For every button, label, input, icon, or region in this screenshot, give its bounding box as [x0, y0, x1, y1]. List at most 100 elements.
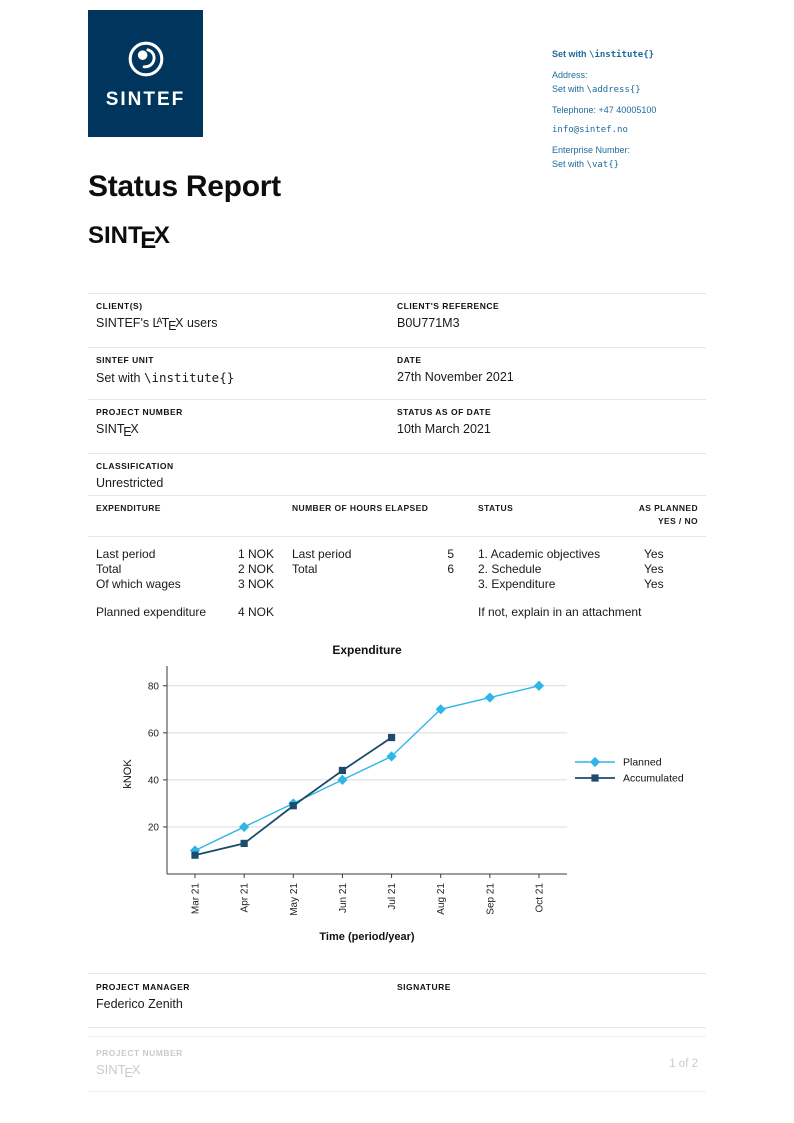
planned-line — [194, 685, 540, 852]
accumulated-marker — [191, 851, 199, 859]
planned-expenditure-row: Planned expenditure 4 NOK — [96, 605, 292, 620]
expenditure-row: Of which wages 3 NOK — [96, 577, 292, 592]
date-cell: DATE 27th November 2021 — [397, 355, 698, 385]
contact-enterprise-label: Enterprise Number: — [552, 144, 631, 155]
project-manager-cell: PROJECT MANAGER Federico Zenith — [96, 982, 397, 1011]
contact-institute-code: \institute{} — [589, 50, 655, 60]
expenditure-row-value: 3 NOK — [237, 576, 274, 591]
classification-cell: CLASSIFICATION Unrestricted — [96, 461, 397, 490]
status-date-cell: STATUS AS OF DATE 10th March 2021 — [397, 407, 698, 439]
contact-address-group: Address: Set with \address{} — [552, 69, 742, 98]
status-column: 1. Academic objectives 2. Schedule 3. Ex… — [478, 547, 641, 620]
client-value-lowered-e: E — [168, 318, 177, 333]
chart-title: Expenditure — [332, 643, 402, 657]
client-value-part: T — [161, 316, 170, 330]
project-name-lowered-e: E — [140, 227, 157, 255]
sintef-unit-cell: SINTEF UNIT Set with \institute{} — [96, 355, 397, 385]
client-value-part: X — [175, 316, 184, 330]
x-tick-label: Mar 21 — [191, 883, 202, 915]
y-tick-label: 20 — [148, 822, 160, 833]
client-reference-value: B0U771M3 — [397, 316, 460, 330]
contact-enterprise-group: Enterprise Number: Set with \vat{} — [552, 144, 742, 173]
project-name-part2: X — [153, 222, 170, 249]
planned-expenditure-label: Planned expenditure — [96, 604, 207, 619]
y-tick-label: 80 — [148, 681, 160, 692]
contact-telephone: Telephone: +47 40005100 — [552, 104, 657, 115]
contact-vat-code: \vat{} — [586, 159, 620, 170]
header-as-planned-line1: AS PLANNED — [638, 503, 698, 513]
planned-marker — [589, 756, 601, 768]
x-tick-label: May 21 — [289, 883, 300, 916]
project-info-table: CLIENT(S) SINTEF's LATEX users CLIENT'S … — [88, 293, 706, 504]
info-row-client: CLIENT(S) SINTEF's LATEX users CLIENT'S … — [88, 293, 706, 347]
hours-row-label: Last period — [292, 546, 352, 561]
y-tick-label: 60 — [148, 728, 160, 739]
project-number-label: PROJECT NUMBER — [96, 406, 183, 417]
status-date-label: STATUS AS OF DATE — [397, 406, 492, 417]
sintef-logo-icon — [128, 41, 163, 77]
status-table-header: EXPENDITURE NUMBER OF HOURS ELAPSED STAT… — [88, 495, 706, 536]
project-manager-name: Federico Zenith — [96, 997, 183, 1011]
client-label: CLIENT(S) — [96, 301, 143, 311]
project-number-part2: X — [130, 421, 139, 436]
sintef-unit-value: Set with \institute{} — [96, 370, 397, 385]
as-planned-value: Yes — [644, 576, 664, 591]
expenditure-row: Total 2 NOK — [96, 562, 292, 577]
project-number-cell: PROJECT NUMBER SINTEX — [96, 407, 397, 439]
accumulated-marker — [591, 774, 599, 782]
contact-institute-prefix: Set with — [552, 49, 587, 59]
planned-marker — [337, 774, 348, 785]
classification-label: CLASSIFICATION — [96, 460, 174, 471]
header-status: STATUS — [478, 503, 514, 513]
header-expenditure: EXPENDITURE — [96, 503, 161, 513]
status-date-value: 10th March 2021 — [397, 421, 491, 436]
planned-marker — [484, 692, 495, 703]
contact-address-code: \address{} — [586, 84, 641, 95]
contact-email: info@sintef.no — [552, 124, 628, 135]
x-tick-label: Sep 21 — [485, 883, 496, 915]
client-value-part: SINTEF's L — [96, 316, 160, 330]
expenditure-row-value: 2 NOK — [237, 561, 274, 576]
header-as-planned-line2: YES / NO — [657, 515, 698, 526]
classification-value: Unrestricted — [96, 475, 164, 490]
hours-row-value: 5 — [447, 546, 454, 561]
client-value-part: users — [183, 316, 218, 330]
project-number-part1: SINT — [96, 421, 125, 436]
x-tick-label: Apr 21 — [240, 883, 251, 913]
y-axis-label: kNOK — [122, 759, 134, 789]
x-axis-label: Time (period/year) — [319, 931, 414, 943]
signature-cell: SIGNATURE — [397, 982, 698, 1011]
legend-label: Planned — [623, 757, 662, 769]
contact-block: Set with \institute{} Address: Set with … — [552, 48, 742, 179]
as-planned-column: Yes Yes Yes — [630, 547, 698, 620]
x-tick-label: Oct 21 — [535, 883, 546, 913]
project-name-part1: SINT — [88, 222, 143, 249]
expenditure-column: Last period 1 NOK Total 2 NOK Of which wag… — [96, 547, 292, 620]
client-value: SINTEF's LATEX users — [96, 316, 397, 333]
sintef-logo: SINTEF — [88, 10, 203, 137]
status-item: 3. Expenditure — [478, 576, 556, 591]
expenditure-row-label: Total — [96, 561, 122, 576]
hours-row: Total 6 — [292, 562, 478, 577]
client-value-raised-a: A — [156, 316, 163, 327]
header-as-planned: AS PLANNED YES / NO — [630, 502, 698, 528]
hours-row: Last period 5 — [292, 547, 478, 562]
info-row-classification: CLASSIFICATION Unrestricted — [88, 452, 706, 504]
contact-address-prefix: Set with — [552, 83, 585, 94]
accumulated-marker — [289, 802, 297, 810]
footer-project-part1: SINT — [96, 1062, 126, 1078]
sintef-unit-label: SINTEF UNIT — [96, 354, 154, 365]
contact-institute-line: Set with \institute{} — [552, 48, 742, 63]
legend-label: Accumulated — [623, 773, 684, 785]
hours-column: Last period 5 Total 6 — [292, 547, 478, 620]
x-tick-label: Aug 21 — [436, 883, 447, 915]
info-row-project-status: PROJECT NUMBER SINTEX STATUS AS OF DATE … — [88, 398, 706, 453]
as-planned-value: Yes — [644, 561, 664, 576]
planned-marker — [533, 680, 545, 691]
expenditure-row-value: 1 NOK — [237, 546, 274, 561]
expenditure-row: Last period 1 NOK — [96, 547, 292, 562]
header-hours: NUMBER OF HOURS ELAPSED — [292, 503, 429, 513]
project-manager-label: PROJECT MANAGER — [96, 982, 190, 992]
client-reference-cell: CLIENT'S REFERENCE B0U771M3 — [397, 301, 698, 333]
